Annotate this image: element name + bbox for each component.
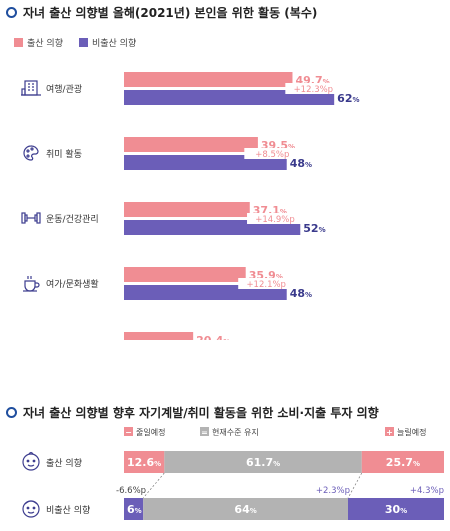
palette-dot bbox=[26, 154, 30, 158]
category-label: 여행/관광 bbox=[46, 83, 82, 95]
section2-title: 자녀 출산 의향별 향후 자기계발/취미 활동을 위한 소비·지출 투자 의향 bbox=[6, 404, 379, 421]
building-body bbox=[24, 80, 38, 96]
value-label-nonbirth: 48% bbox=[290, 157, 312, 170]
section2-title-text: 자녀 출산 의향별 향후 자기계발/취미 활동을 위한 소비·지출 투자 의향 bbox=[23, 406, 379, 420]
legend-swatch-nonbirth bbox=[78, 38, 88, 47]
difference-label: +12.3%p bbox=[294, 85, 334, 95]
baby-face-icon bbox=[22, 451, 40, 471]
palette-dot bbox=[30, 147, 34, 151]
bar-nonbirth bbox=[124, 90, 335, 105]
dumbbell-plate bbox=[24, 214, 28, 222]
legend-item-birth: 출산 의향 bbox=[14, 36, 63, 49]
segment-value-label: 64% bbox=[234, 503, 256, 516]
value-label-birth: 20.4% bbox=[196, 334, 230, 340]
segment-value-label: 12.6% bbox=[127, 456, 161, 469]
stack-segment bbox=[164, 451, 362, 473]
legend-symbol: + bbox=[386, 428, 393, 437]
difference-label: -6.6%p bbox=[116, 486, 146, 496]
legend-label: 현재수준 유지 bbox=[212, 428, 259, 437]
face-mouth bbox=[27, 511, 35, 514]
cup-body bbox=[24, 280, 36, 292]
difference-label-bg bbox=[247, 213, 304, 224]
face-eye bbox=[32, 506, 36, 510]
legend-label-birth: 출산 의향 bbox=[27, 39, 63, 49]
value-label-nonbirth: 62% bbox=[337, 92, 359, 105]
title-circle-icon bbox=[6, 7, 17, 18]
legend-label-nonbirth: 비출산 의향 bbox=[91, 39, 137, 49]
category-label: 여가/문화생활 bbox=[46, 278, 99, 290]
section1-title: 자녀 출산 의향별 올해(2021년) 본인을 위한 활동 (복수) bbox=[6, 4, 317, 21]
difference-label-bg bbox=[285, 83, 342, 94]
value-label-nonbirth: 48% bbox=[290, 287, 312, 300]
palette-shape bbox=[23, 145, 39, 161]
face-eye bbox=[32, 459, 36, 463]
bar-birth bbox=[124, 267, 246, 282]
palette-icon bbox=[23, 145, 39, 161]
stack-segment bbox=[124, 451, 165, 473]
segment-value-label: 6% bbox=[127, 503, 142, 516]
legend-symbol: − bbox=[125, 428, 132, 437]
segment-value-label: 25.7% bbox=[386, 456, 420, 469]
building-icon bbox=[21, 80, 41, 96]
bar-birth bbox=[124, 137, 258, 152]
section1-title-text: 자녀 출산 의향별 올해(2021년) 본인을 위한 활동 (복수) bbox=[23, 6, 318, 20]
row-connector-line bbox=[142, 472, 165, 499]
bar-birth bbox=[124, 332, 194, 340]
minus-icon bbox=[124, 427, 133, 436]
stack-segment bbox=[124, 498, 144, 520]
dumbbell-plate bbox=[34, 214, 38, 222]
legend-item-nonbirth: 비출산 의향 bbox=[78, 36, 137, 49]
difference-label: +2.3%p bbox=[316, 486, 350, 496]
stack-segment bbox=[143, 498, 348, 520]
segment-value-label: 61.7% bbox=[246, 456, 280, 469]
face-outline bbox=[22, 453, 40, 471]
face-hair bbox=[28, 451, 34, 455]
coffee-cup-icon bbox=[23, 276, 40, 292]
face-hair bbox=[24, 500, 38, 505]
difference-label: +12.1%p bbox=[246, 280, 286, 290]
legend-label: 늘릴예정 bbox=[397, 427, 426, 437]
bar-birth bbox=[124, 72, 293, 87]
difference-label: +8.5%p bbox=[255, 150, 289, 160]
bar-birth bbox=[124, 202, 250, 217]
building-windows bbox=[28, 83, 34, 91]
palette-dot bbox=[26, 149, 30, 153]
face-icon bbox=[22, 500, 40, 518]
category-label: 운동/건강관리 bbox=[46, 214, 99, 225]
cup-steam bbox=[27, 276, 32, 279]
segment-value-label: 30% bbox=[385, 503, 407, 516]
cup-handle bbox=[35, 282, 40, 288]
legend-label: 줄일예정 bbox=[136, 427, 165, 437]
row-label: 출산 의향 bbox=[46, 457, 82, 469]
stack-segment bbox=[348, 498, 444, 520]
equals-icon bbox=[200, 427, 209, 436]
difference-label-bg bbox=[244, 148, 301, 159]
difference-label: +4.3%p bbox=[410, 486, 444, 496]
face-mouth bbox=[27, 464, 35, 467]
face-eye bbox=[26, 459, 30, 463]
row-label: 비출산 의향 bbox=[46, 504, 90, 516]
face-eye bbox=[26, 506, 30, 510]
stack-segment bbox=[361, 451, 444, 473]
dumbbell-icon bbox=[21, 212, 41, 224]
legend-symbol: = bbox=[201, 428, 208, 437]
legend-swatch-birth bbox=[14, 38, 23, 47]
building-wing bbox=[21, 88, 26, 96]
chart1-legend: 출산 의향 비출산 의향 bbox=[14, 36, 152, 49]
plus-icon bbox=[385, 427, 394, 436]
row-connector-line bbox=[347, 472, 363, 499]
difference-label: +14.9%p bbox=[255, 215, 295, 225]
value-label-nonbirth: 52% bbox=[303, 222, 325, 235]
title-circle-icon bbox=[6, 407, 17, 418]
category-label: 취미 활동 bbox=[46, 148, 82, 160]
difference-label-bg bbox=[238, 278, 295, 289]
